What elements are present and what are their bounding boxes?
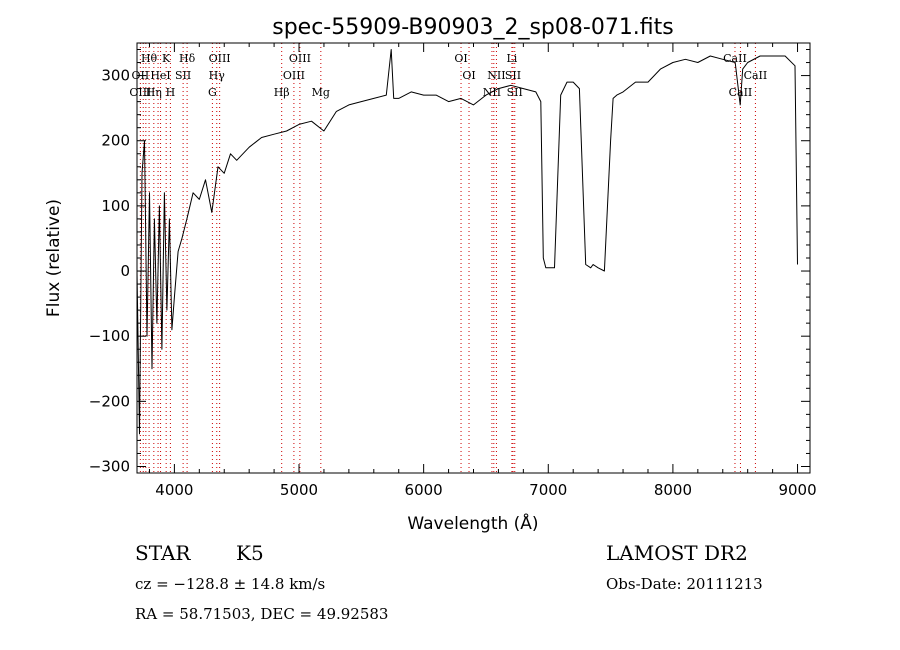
line-label-22: Mg [312,86,330,99]
survey-name: LAMOST DR2 [606,541,748,565]
y-axis-label: Flux (relative) [44,199,64,317]
line-label-23: NII [483,86,501,99]
line-label-8: OII [132,69,150,82]
axis-ticks: 4000 5000 6000 7000 8000 9000 −300 −200 −100 0 100… [89,43,817,499]
line-markers [139,43,756,473]
series-line-0 [136,49,798,435]
line-label-3: OIII [209,52,231,65]
y-tick-label-5: 200 [101,132,130,150]
line-label-12: OIII [283,69,305,82]
line-label-16: CaII [744,69,768,82]
y-tick-label-2: −100 [89,327,130,345]
chart-title: spec-55909-B90903_2_sp08-071.fits [272,15,674,40]
y-tick-label-3: 0 [120,262,130,280]
x-tick-label-0: 4000 [155,481,193,499]
x-tick-label-2: 6000 [405,481,443,499]
line-label-13: OI [462,69,475,82]
line-label-20: G [208,86,217,99]
y-tick-label-6: 300 [101,67,130,85]
line-label-11: Hγ [209,69,226,82]
y-tick-label-0: −300 [89,457,130,475]
x-axis-label: Wavelength (Å) [407,512,538,534]
spectrum-series [136,49,798,435]
y-tick-label-4: 100 [101,197,130,215]
line-label-17: OIII [129,86,151,99]
y-tick-label-1: −200 [89,392,130,410]
line-label-9: HeI [150,69,170,82]
plot-frame [136,42,811,474]
redshift-cz: cz = −128.8 ± 14.8 km/s [135,575,326,593]
line-label-5: OI [454,52,467,65]
line-label-4: OIII [289,52,311,65]
observation-date: Obs-Date: 20111213 [606,575,763,593]
x-tick-label-3: 7000 [529,481,567,499]
line-labels: Hθ K Hδ OIII OIII OI Li CaII OII HeI SII Hγ OIII OI NI… [129,52,767,99]
line-label-24: SII [507,86,523,99]
line-label-19: H [166,86,176,99]
x-tick-label-1: 5000 [280,481,318,499]
line-label-2: Hδ [179,52,196,65]
x-tick-label-5: 9000 [778,481,816,499]
line-label-25: CaII [729,86,753,99]
line-label-21: Hβ [274,86,290,99]
line-label-1: K [162,52,171,65]
line-label-15: SII [505,69,521,82]
line-label-0: Hθ [141,52,158,65]
line-label-18: Hη [146,86,162,99]
line-label-7: CaII [723,52,747,65]
line-label-6: Li [506,52,517,65]
sky-coordinates: RA = 58.71503, DEC = 49.92583 [135,605,389,623]
line-label-10: SII [175,69,191,82]
object-class: STAR [135,541,191,565]
line-label-14: NII [487,69,505,82]
x-tick-label-4: 8000 [654,481,692,499]
object-subclass: K5 [236,541,264,565]
